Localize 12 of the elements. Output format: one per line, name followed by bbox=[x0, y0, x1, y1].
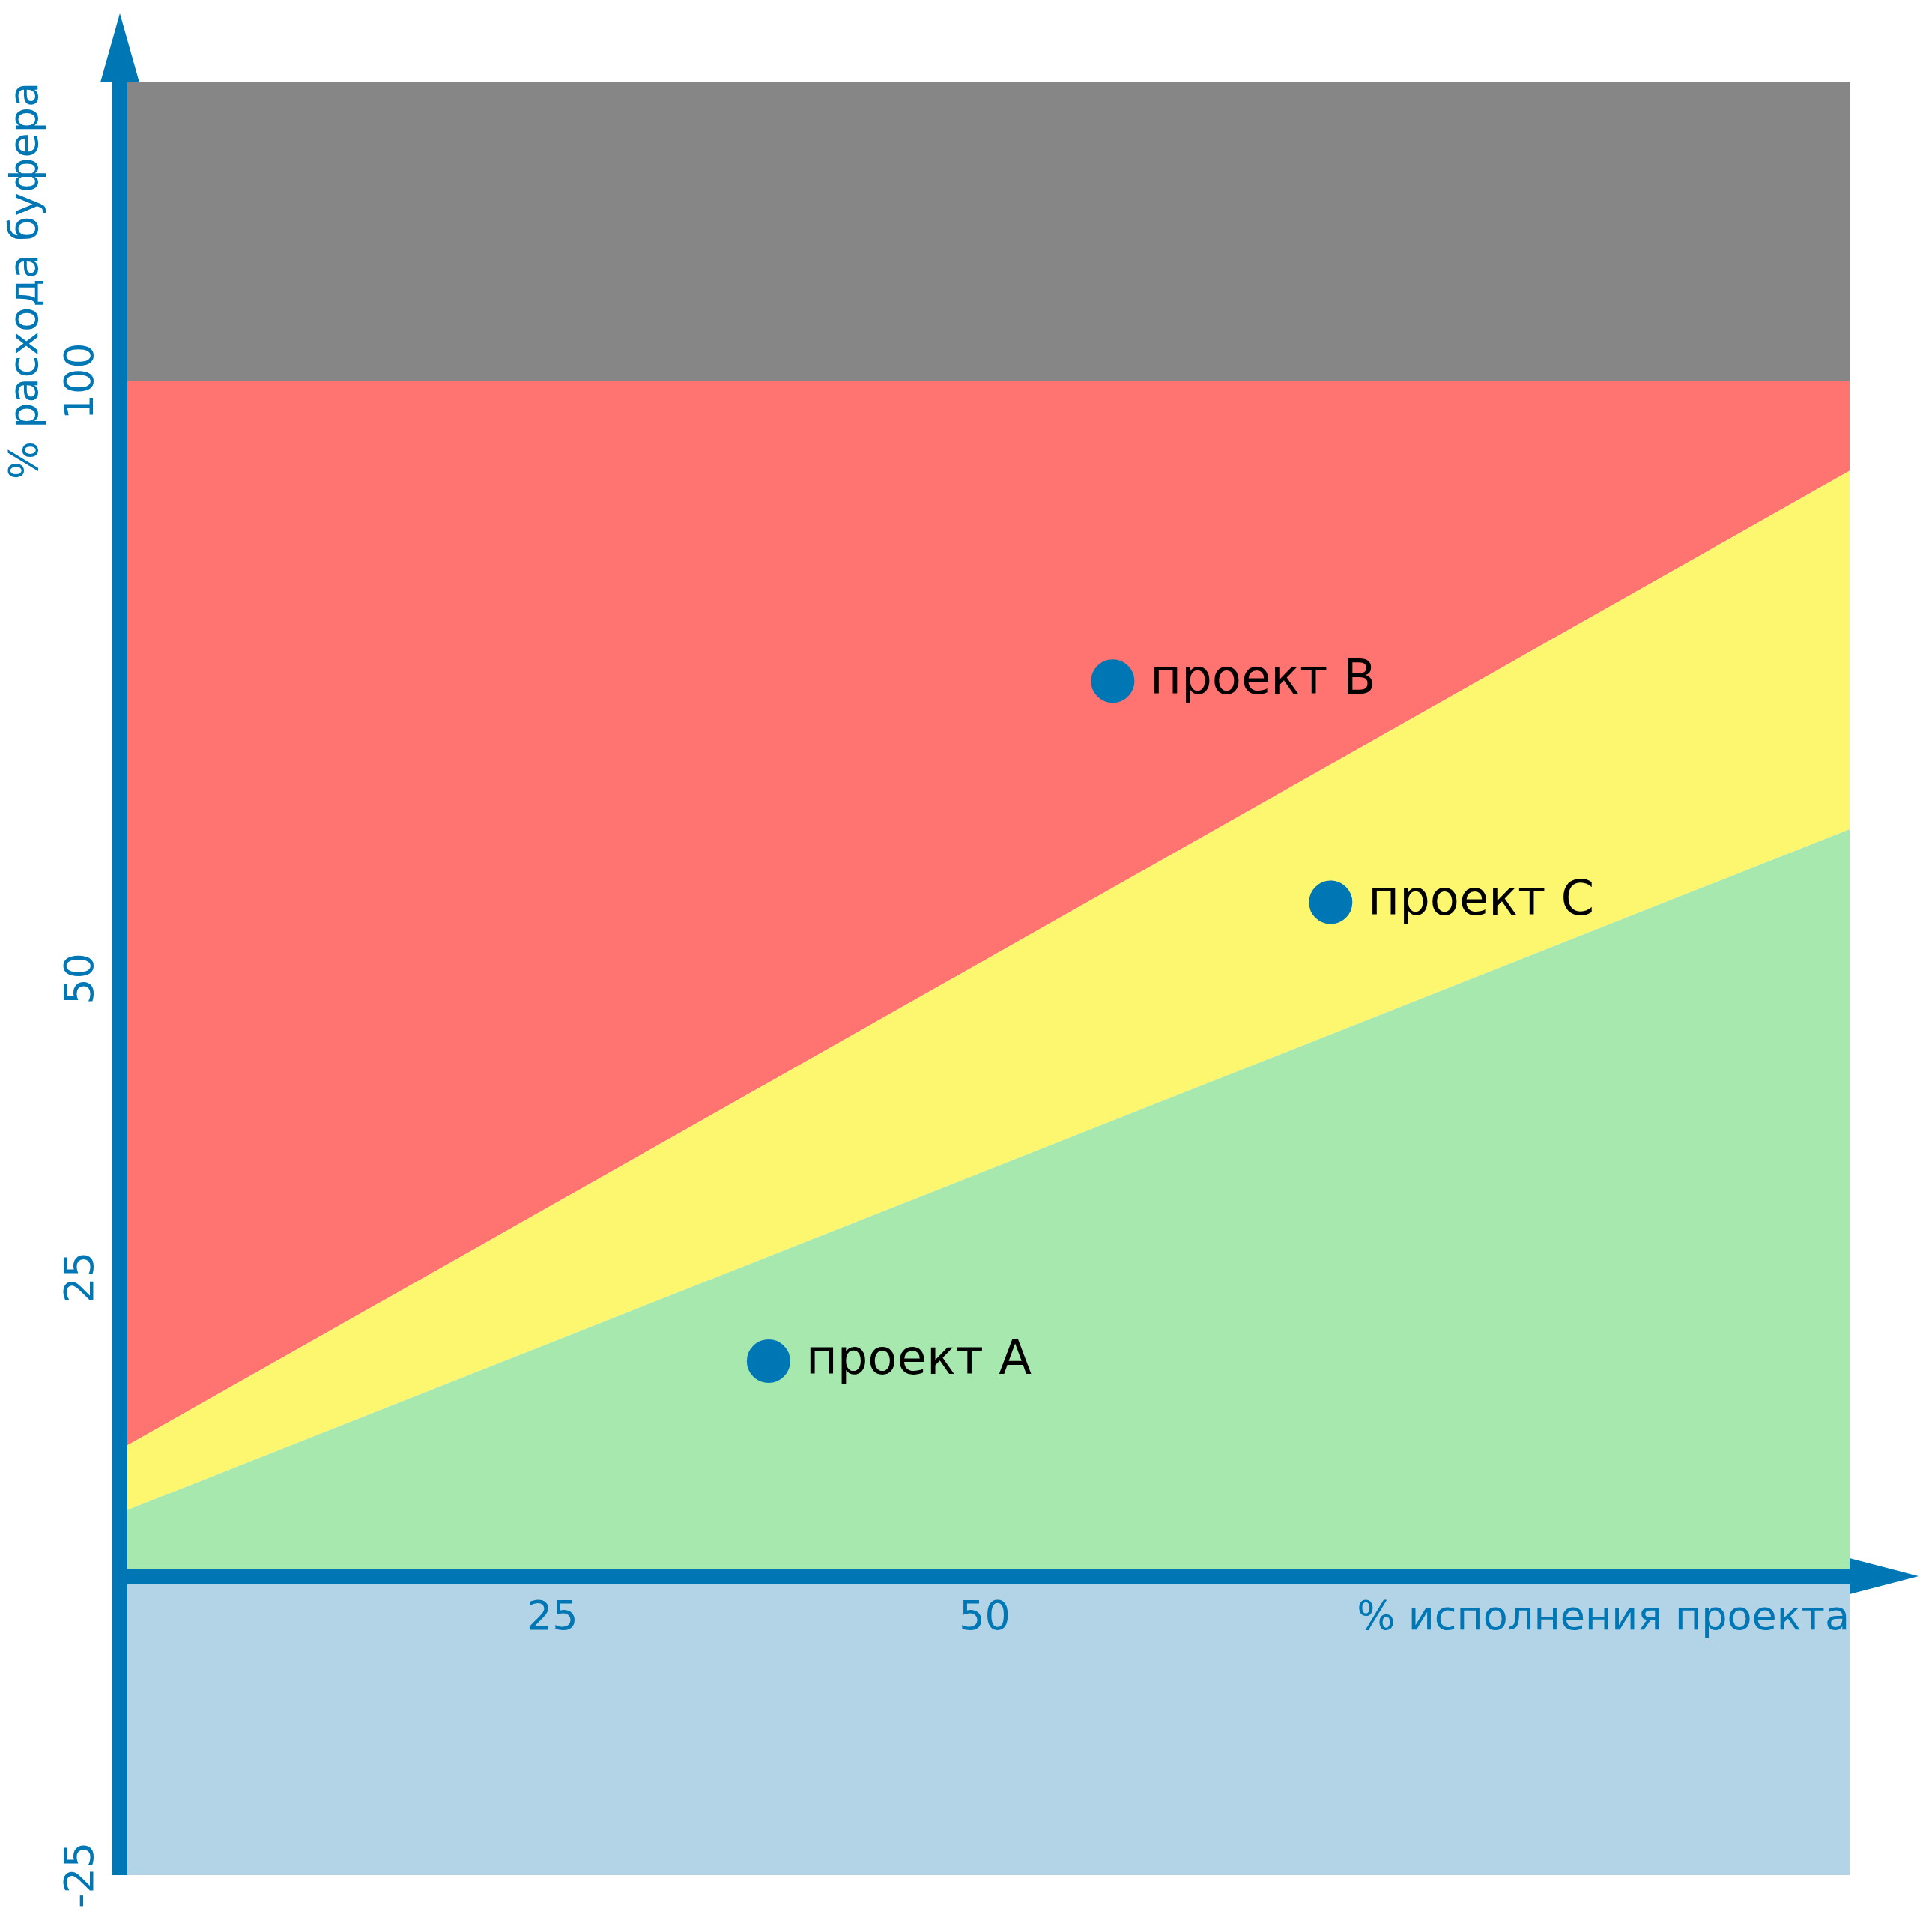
point bbox=[1309, 880, 1353, 924]
y-tick-label: 100 bbox=[55, 342, 103, 420]
y-tick-label: 50 bbox=[55, 953, 103, 1005]
series-label: проект C bbox=[1368, 870, 1595, 927]
series-label: проект B bbox=[1150, 649, 1376, 705]
y-axis-title: % расхода буфера bbox=[0, 82, 48, 480]
y-tick-label: -25 bbox=[55, 1841, 103, 1909]
x-axis-title: % исполнения проекта bbox=[1357, 1592, 1850, 1640]
series-label: проект A bbox=[805, 1329, 1032, 1385]
y-tick-label: 25 bbox=[55, 1251, 103, 1303]
point bbox=[746, 1339, 790, 1384]
point bbox=[1091, 659, 1135, 703]
